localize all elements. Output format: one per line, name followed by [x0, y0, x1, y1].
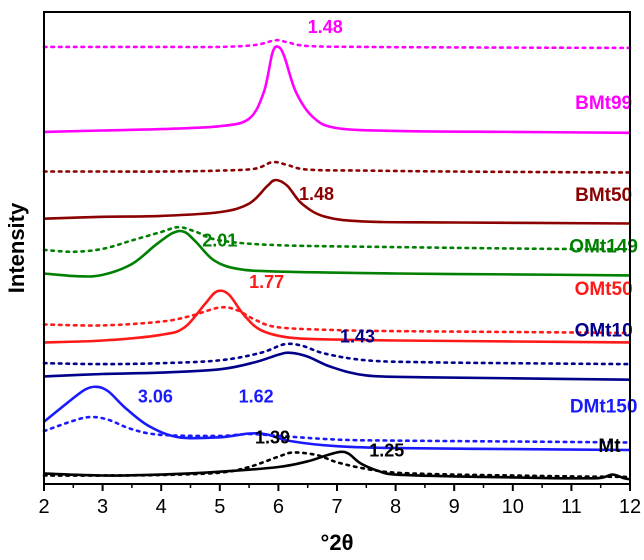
series-label-mt: Mt: [598, 436, 621, 457]
series-line-bmt99: [43, 45, 631, 135]
x-tick-label: 5: [214, 496, 225, 518]
x-tick-label: 9: [449, 496, 460, 518]
x-tick-label: 2: [38, 496, 49, 518]
x-tick-label: 3: [97, 496, 108, 518]
peak-annotation: 2.01: [202, 231, 237, 251]
peak-annotation: 1.25: [369, 441, 404, 461]
series-dotted-line-omt50: [42, 305, 632, 335]
series-dotted-line-mt: [42, 451, 632, 479]
peak-annotation: 1.48: [299, 184, 334, 204]
series-label-bmt50: BMt50: [575, 185, 632, 206]
series-line-omt50: [43, 289, 631, 344]
x-tick-label: 7: [331, 496, 342, 518]
series-label-dmt150: DMt150: [570, 396, 638, 417]
series-label-bmt99: BMt99: [575, 93, 632, 114]
x-axis-title: °2θ: [321, 530, 354, 555]
plot-lines: [42, 38, 632, 481]
series-line-omt149: [43, 229, 631, 278]
series-line-omt10: [43, 351, 631, 381]
series-dotted-line-bmt99: [42, 38, 632, 50]
plot-labels: Mt DMt150 OMt10 OMt50 OMt149 BMt50 BMt99 1.48 1.…: [138, 17, 638, 461]
series-dotted-line-omt149: [42, 225, 632, 254]
series-line-bmt50: [43, 178, 631, 225]
peak-annotation: 1.62: [239, 386, 274, 406]
x-tick-label: 8: [390, 496, 401, 518]
peak-annotation: 1.43: [340, 326, 375, 346]
x-axis: 2 3 4 5 6 7 8 9 10 11 12: [38, 484, 641, 518]
x-tick-label: 10: [502, 496, 524, 518]
series-dotted-line-dmt150: [42, 415, 632, 444]
x-tick-label: 4: [156, 496, 167, 518]
series-label-omt10: OMt10: [575, 321, 633, 342]
peak-annotation: 1.48: [308, 17, 343, 37]
series-label-omt149: OMt149: [569, 237, 638, 258]
x-tick-label: 6: [273, 496, 284, 518]
x-tick-label: 11: [561, 496, 582, 518]
peak-annotation: 1.77: [249, 272, 284, 292]
series-dotted-line-omt10: [42, 342, 632, 366]
x-tick-label: 12: [619, 496, 641, 518]
peak-annotation: 1.39: [255, 427, 290, 447]
peak-annotation: 3.06: [138, 386, 173, 406]
y-axis-title: Intensity: [4, 202, 29, 293]
series-line-dmt150: [43, 385, 631, 452]
series-dotted-line-bmt50: [42, 160, 632, 174]
series-label-omt50: OMt50: [575, 279, 633, 300]
